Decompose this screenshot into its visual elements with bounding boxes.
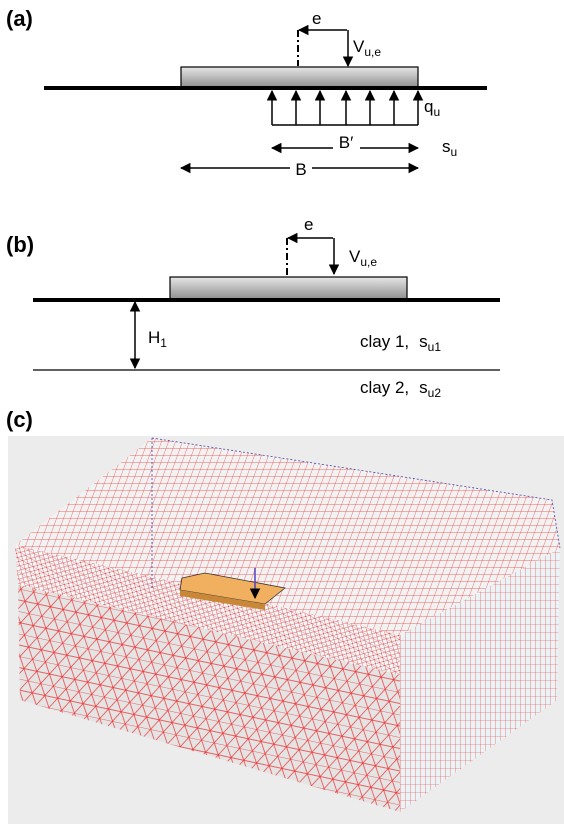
- panel-label: (a): [6, 6, 33, 31]
- panel-label: (c): [6, 407, 33, 432]
- load-label: Vu,e: [349, 247, 377, 269]
- footing: [181, 67, 418, 88]
- eccentricity-label: e: [304, 215, 313, 234]
- panel-label: (b): [6, 232, 34, 257]
- thickness-label: H1: [148, 328, 167, 350]
- eccentricity-label: e: [312, 9, 321, 28]
- pressure-arrows: [272, 91, 418, 125]
- layer-label: clay 1,su1: [360, 332, 441, 354]
- figure: (a) e Vu,e qu B′ su B (b) e Vu,e H1 clay…: [0, 0, 564, 824]
- effective-width-label: B′: [339, 133, 354, 152]
- load-label: Vu,e: [353, 37, 381, 59]
- width-label: B: [295, 160, 306, 179]
- layer-label: clay 2,su2: [360, 378, 441, 400]
- pressure-label: qu: [424, 97, 440, 119]
- footing: [170, 277, 407, 300]
- strength-label: su: [442, 137, 457, 159]
